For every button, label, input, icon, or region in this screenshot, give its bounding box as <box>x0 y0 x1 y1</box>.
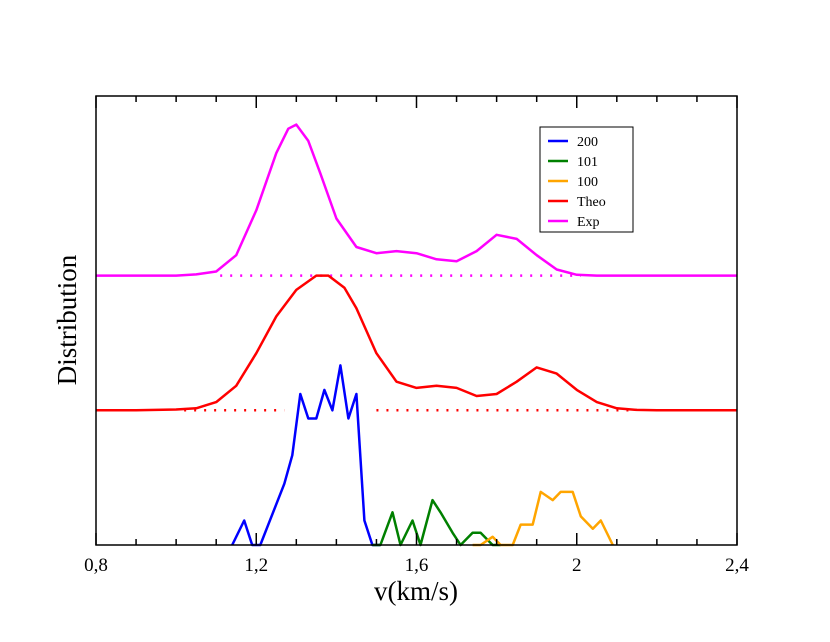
x-tick-label: 1,6 <box>405 555 429 576</box>
series-line-200 <box>231 364 381 547</box>
legend: 200 101 100 Theo Exp <box>539 126 634 233</box>
x-axis-title: v(km/s) <box>374 576 458 606</box>
x-tick-label: 2,4 <box>725 555 749 576</box>
series-line-101 <box>372 498 501 547</box>
series-line-theo <box>96 274 737 412</box>
legend-label-100: 100 <box>577 175 598 190</box>
series-layer <box>96 123 737 547</box>
legend-label-101: 101 <box>577 155 598 170</box>
legend-box <box>539 126 634 233</box>
y-axis-title: Distribution <box>52 254 82 385</box>
x-tick-label: 1,2 <box>244 555 268 576</box>
ticks-layer: 0,8 1,2 1,6 2 2,4 <box>84 96 749 576</box>
plot-frame <box>95 95 738 546</box>
series-line-100 <box>472 490 614 547</box>
x-tick-label: 2 <box>572 555 582 576</box>
legend-label-200: 200 <box>577 135 598 150</box>
series-line-exp <box>96 123 737 277</box>
x-tick-label: 0,8 <box>84 555 108 576</box>
legend-label-theo: Theo <box>577 195 606 210</box>
legend-label-exp: Exp <box>577 215 600 230</box>
